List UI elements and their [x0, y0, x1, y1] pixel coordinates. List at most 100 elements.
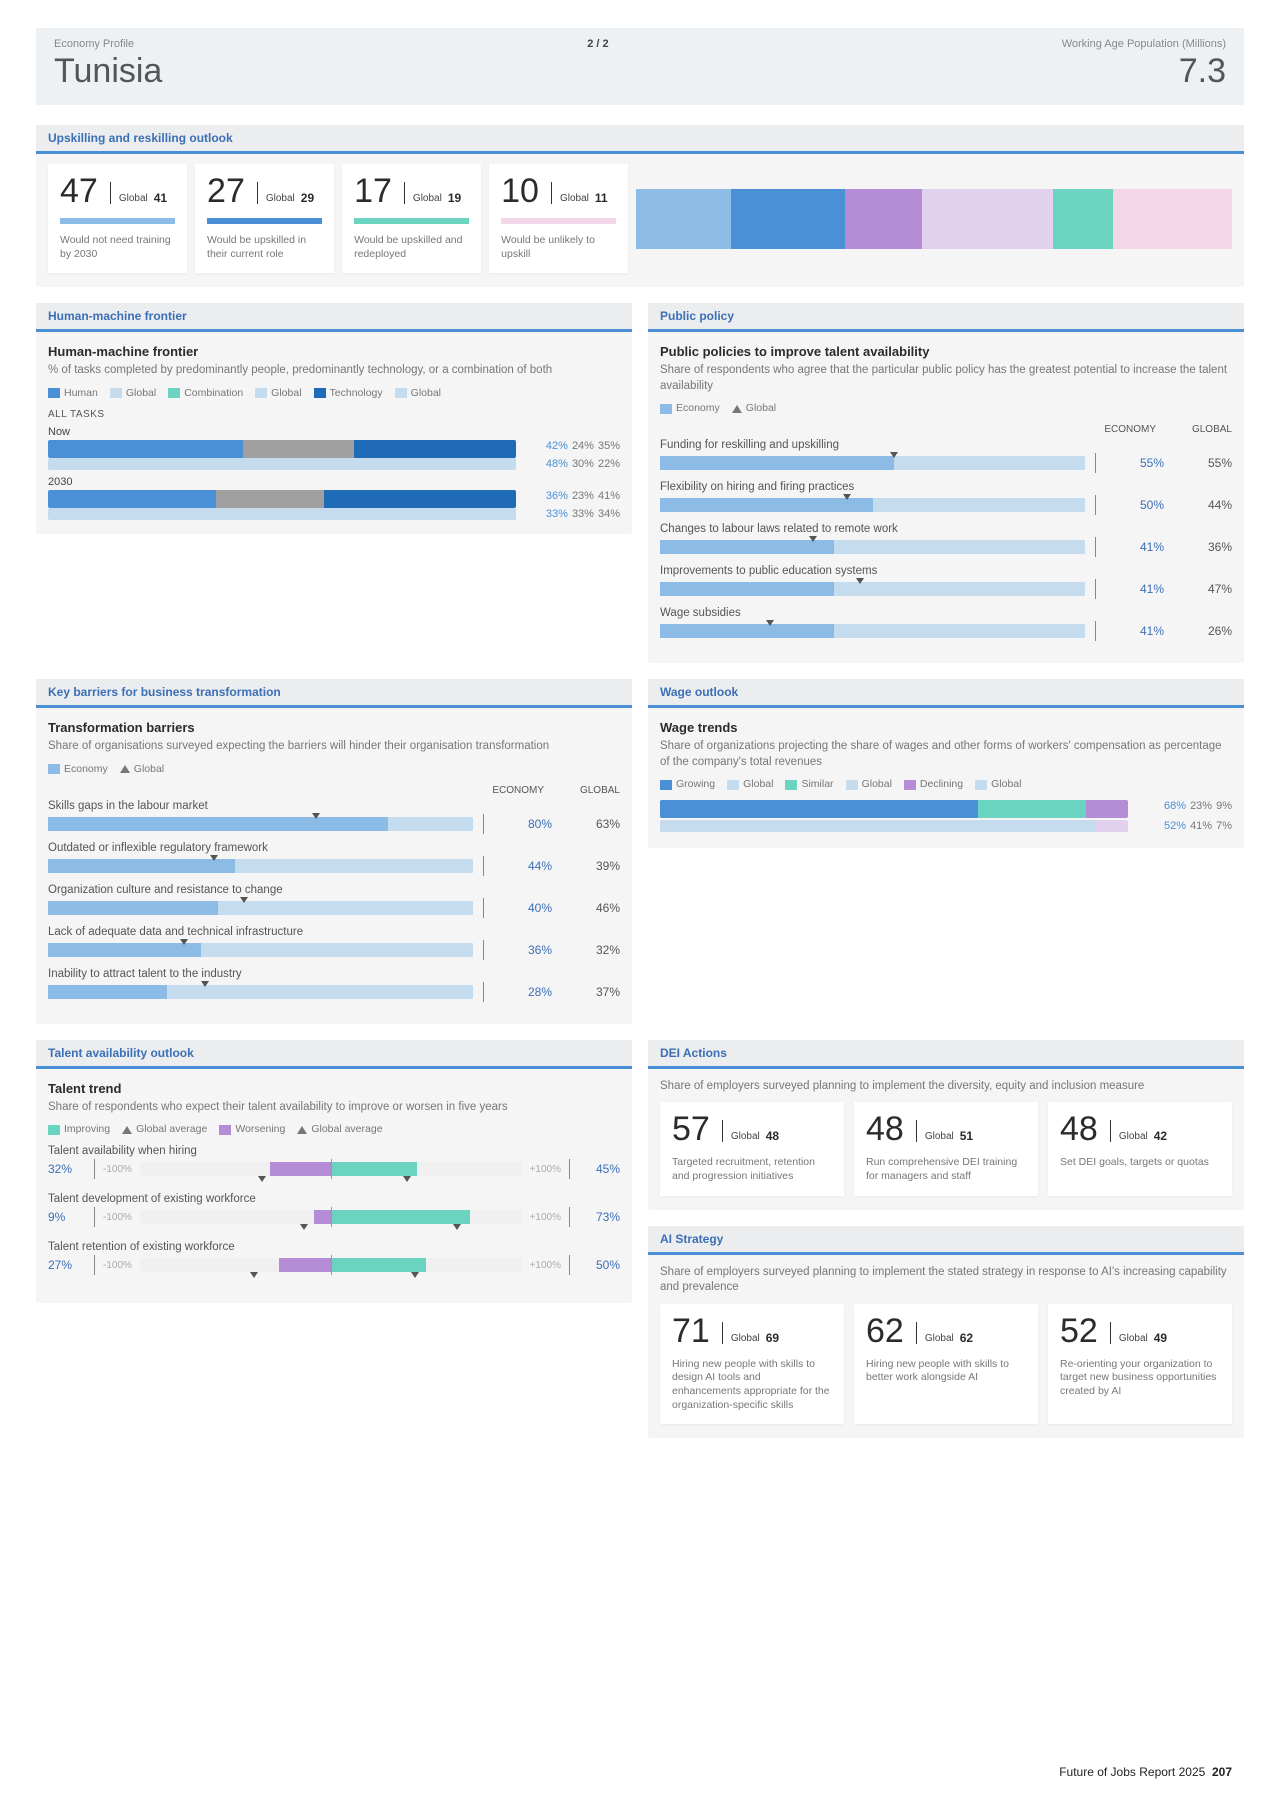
strip-segment — [1053, 189, 1113, 249]
legend-item: Global — [395, 387, 441, 399]
bar-fill — [48, 859, 235, 873]
stat-card: 52 Global 49 Re-orienting your organizat… — [1048, 1304, 1232, 1425]
bar-econ-pct: 80% — [494, 817, 552, 831]
bar-item: Organization culture and resistance to c… — [48, 884, 620, 918]
hmf-segment — [357, 508, 516, 520]
talent-global-worse-marker — [258, 1176, 266, 1182]
wage-sub: Share of organizations projecting the sh… — [660, 739, 1232, 770]
stat-card: 10 Global 11 Would be unlikely to upskil… — [489, 164, 628, 273]
talent-worse-bar — [270, 1162, 331, 1176]
legend-label: Global — [743, 778, 773, 790]
wage-bar-row: 68%23%9% — [660, 800, 1232, 818]
stat-global-value: 41 — [154, 191, 167, 205]
wage-legend: GrowingGlobalSimilarGlobalDecliningGloba… — [660, 778, 1232, 790]
talent-axis-pos: +100% — [530, 1260, 561, 1271]
stat-desc: Would not need training by 2030 — [60, 234, 175, 261]
policy-col-glob: GLOBAL — [1174, 424, 1232, 435]
talent-row: 27%-100%+100%50% — [48, 1255, 620, 1275]
stat-value: 48 — [866, 1112, 904, 1146]
bar-econ-pct: 44% — [494, 859, 552, 873]
legend-swatch — [255, 388, 267, 398]
hmf-rows: Now42%24%35%48%30%22%203036%23%41%33%33%… — [48, 426, 620, 520]
bar-track — [660, 540, 1085, 554]
talent-legend: ImprovingGlobal averageWorseningGlobal a… — [48, 1123, 620, 1135]
bar-tick — [1095, 579, 1096, 599]
bar-tick — [1095, 621, 1096, 641]
stat-global-label: Global — [731, 1131, 760, 1142]
wage-bar — [660, 820, 1128, 832]
barriers-col-labels: ECONOMY GLOBAL — [48, 785, 620, 796]
hmf-bar — [48, 440, 516, 458]
strip-segment — [1113, 189, 1232, 249]
talent-worse-bar — [279, 1258, 331, 1272]
stat-value: 10 — [501, 174, 539, 208]
legend-label: Worsening — [235, 1123, 285, 1135]
bar-item: Skills gaps in the labour market80%63% — [48, 800, 620, 834]
talent-global-better-marker — [403, 1176, 411, 1182]
bar-econ-pct: 41% — [1106, 624, 1164, 638]
wage-rows: 68%23%9% 52%41%7% — [660, 800, 1232, 832]
bar-row: 50%44% — [660, 495, 1232, 515]
talent-better-pct: 50% — [578, 1258, 620, 1272]
legend-swatch — [122, 1126, 132, 1134]
stat-card: 48 Global 51 Run comprehensive DEI train… — [854, 1102, 1038, 1195]
stat-desc: Would be upskilled and redeployed — [354, 234, 469, 261]
wage-segment — [978, 800, 1086, 818]
stat-desc: Would be upskilled in their current role — [207, 234, 322, 261]
legend-swatch — [219, 1125, 231, 1135]
bar-item: Funding for reskilling and upskilling55%… — [660, 439, 1232, 473]
stat-desc: Hiring new people with skills to design … — [672, 1358, 832, 1413]
legend-item: Global — [732, 402, 776, 414]
wage-pcts: 52%41%7% — [1136, 820, 1232, 832]
legend-label: Economy — [64, 763, 108, 775]
hmf-bar-row: 48%30%22% — [48, 458, 620, 470]
hmf-pcts: 36%23%41% — [524, 490, 620, 508]
wage-segment — [1086, 800, 1128, 818]
bar-item: Wage subsidies41%26% — [660, 607, 1232, 641]
legend-swatch — [120, 765, 130, 773]
hmf-alltasks: ALL TASKS — [48, 409, 620, 420]
hmf-pct: 36% — [546, 490, 568, 508]
bar-label: Flexibility on hiring and firing practic… — [660, 481, 1232, 493]
wage-segment — [660, 800, 978, 818]
section-talent: Talent availability outlook Talent trend… — [36, 1040, 632, 1304]
talent-better-bar — [331, 1210, 470, 1224]
talent-worse-pct: 32% — [48, 1162, 86, 1176]
bar-item: Outdated or inflexible regulatory framew… — [48, 842, 620, 876]
legend-label: Human — [64, 387, 98, 399]
talent-item: Talent retention of existing workforce27… — [48, 1241, 620, 1275]
legend-label: Global — [126, 387, 156, 399]
legend-label: Improving — [64, 1123, 110, 1135]
bar-track — [660, 498, 1085, 512]
stat-card: 62 Global 62 Hiring new people with skil… — [854, 1304, 1038, 1425]
bar-glob-pct: 32% — [562, 943, 620, 957]
talent-worse-pct: 27% — [48, 1258, 86, 1272]
bar-glob-pct: 26% — [1174, 624, 1232, 638]
hmf-segment — [216, 490, 324, 508]
talent-global-better-marker — [453, 1224, 461, 1230]
legend-label: Similar — [801, 778, 833, 790]
bar-fill — [48, 817, 388, 831]
legend-swatch — [110, 388, 122, 398]
hmf-bar-row: 42%24%35% — [48, 440, 620, 458]
bar-tick — [483, 940, 484, 960]
bar-tick — [483, 898, 484, 918]
legend-item: Technology — [314, 387, 383, 399]
upskill-stacked-bar — [636, 189, 1232, 249]
section-policy: Public policy Public policies to improve… — [648, 303, 1244, 663]
bar-track — [48, 943, 473, 957]
wage-segment — [660, 820, 903, 832]
footer-page: 207 — [1212, 1765, 1232, 1779]
bar-econ-pct: 50% — [1106, 498, 1164, 512]
wage-pct: 41% — [1190, 820, 1212, 832]
stat-global-value: 42 — [1154, 1129, 1167, 1143]
legend-swatch — [660, 404, 672, 414]
section-barriers: Key barriers for business transformation… — [36, 679, 632, 1024]
page: Economy Profile 2 / 2 Working Age Popula… — [0, 0, 1280, 1809]
talent-axis-pos: +100% — [530, 1212, 561, 1223]
hmf-segment — [48, 440, 243, 458]
section-title-wage: Wage outlook — [648, 679, 1244, 708]
talent-global-worse-marker — [300, 1224, 308, 1230]
hmf-pct: 48% — [546, 458, 568, 470]
wage-pct: 68% — [1164, 800, 1186, 818]
